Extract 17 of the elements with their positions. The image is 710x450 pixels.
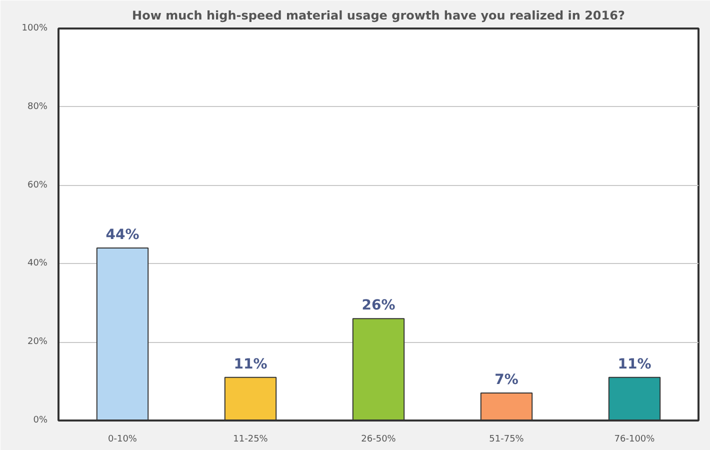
x-tick-label: 76-100% <box>614 434 656 444</box>
data-label: 26% <box>362 298 396 314</box>
x-tick-label: 51-75% <box>489 434 524 444</box>
x-tick-label: 26-50% <box>361 434 396 444</box>
y-tick-label: 60% <box>27 180 48 190</box>
y-tick-label: 20% <box>27 337 48 348</box>
x-tick-label: 11-25% <box>233 434 268 444</box>
data-label: 11% <box>618 356 652 372</box>
y-tick-label: 0% <box>33 416 48 426</box>
y-tick-label: 100% <box>22 24 48 34</box>
data-label: 7% <box>494 372 518 388</box>
y-tick-label: 40% <box>27 258 48 269</box>
x-tick-label: 0-10% <box>108 434 138 444</box>
data-label: 11% <box>234 356 268 372</box>
data-label: 44% <box>106 227 140 244</box>
chart-title: How much high-speed material usage growth have you realized in 2016? <box>132 8 625 22</box>
y-tick-label: 80% <box>27 102 48 112</box>
